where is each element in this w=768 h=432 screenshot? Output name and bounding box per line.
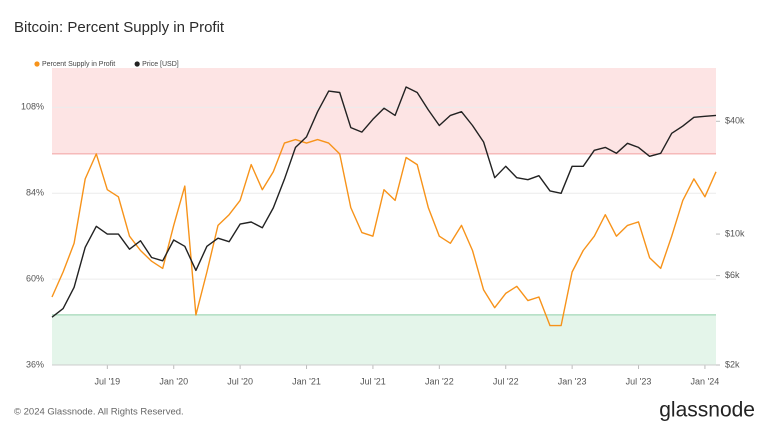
x-tick-label: Jan '23 [558, 376, 587, 386]
y2-tick-label: $40k [725, 116, 745, 126]
y2-tick-label: $6k [725, 270, 740, 280]
y-tick-label: 60% [26, 273, 44, 283]
y-tick-label: 84% [26, 188, 44, 198]
y-tick-label: 108% [21, 102, 44, 112]
y2-tick-label: $10k [725, 228, 745, 238]
x-tick-label: Jan '20 [159, 376, 188, 386]
series-line [51, 86, 717, 318]
zone-low [52, 314, 716, 365]
y-tick-label: 36% [26, 359, 44, 369]
x-tick-label: Jan '24 [691, 376, 720, 386]
y2-tick-label: $2k [725, 359, 740, 369]
series-line [51, 138, 717, 327]
zone-high [52, 68, 716, 154]
x-tick-label: Jan '21 [292, 376, 321, 386]
x-tick-label: Jul '20 [227, 376, 253, 386]
brand-logo: glassnode [659, 399, 755, 422]
chart-title: Bitcoin: Percent Supply in Profit [14, 19, 225, 36]
legend-label: Percent Supply in Profit [42, 61, 115, 68]
legend-marker [134, 61, 140, 67]
x-tick-label: Jan '22 [425, 376, 454, 386]
footer: © 2024 Glassnode. All Rights Reserved. [14, 407, 184, 418]
x-tick-label: Jul '22 [493, 376, 519, 386]
legend-label: Price [USD] [142, 61, 179, 68]
x-tick-label: Jul '19 [94, 376, 120, 386]
x-tick-label: Jul '23 [626, 376, 652, 386]
x-tick-label: Jul '21 [360, 376, 386, 386]
legend-marker [34, 61, 40, 67]
